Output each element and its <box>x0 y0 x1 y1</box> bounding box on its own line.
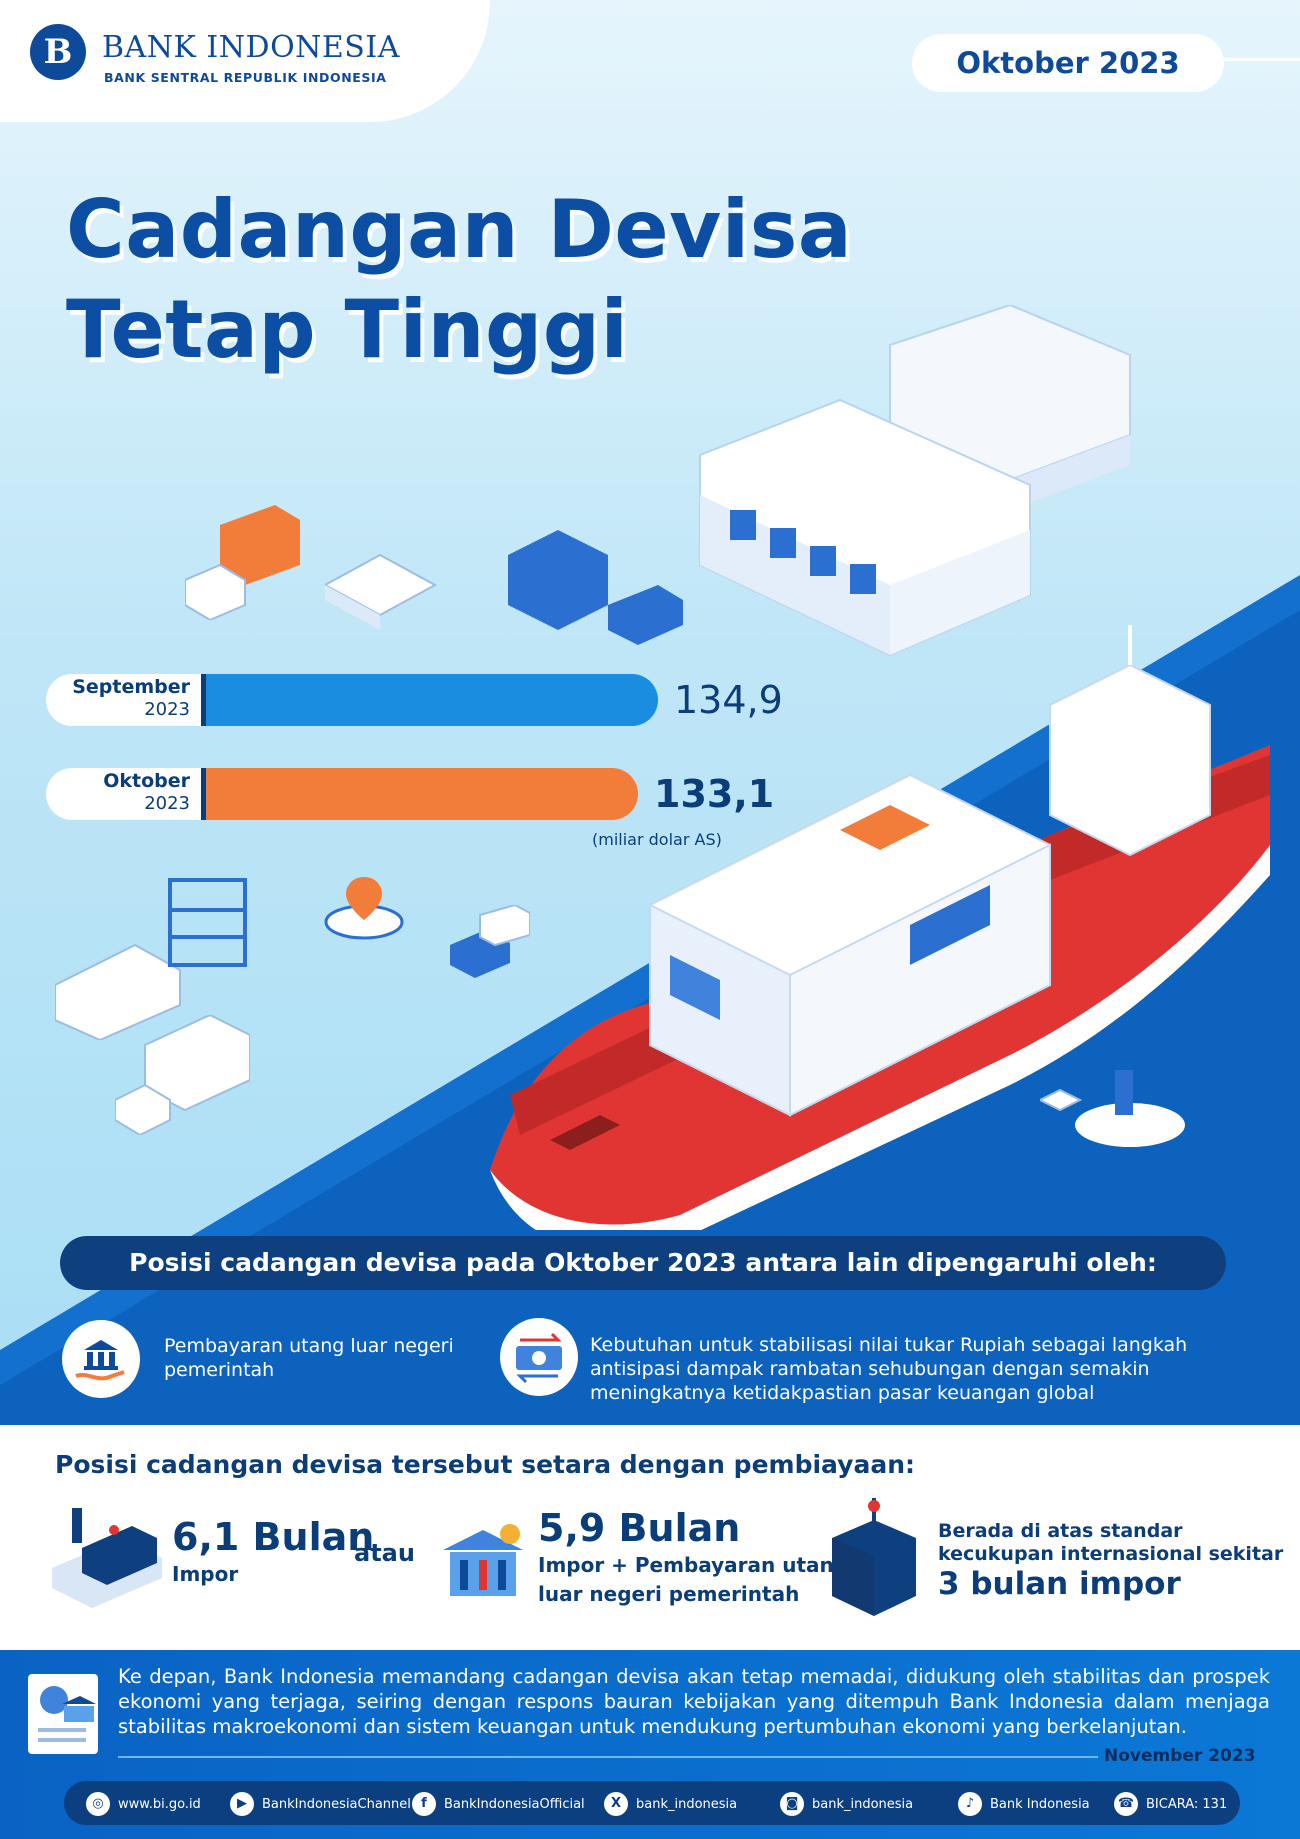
chart-unit-label: (miliar dolar AS) <box>592 830 722 849</box>
factors-heading: Posisi cadangan devisa pada Oktober 2023… <box>60 1236 1226 1290</box>
forklift-icon <box>450 905 530 978</box>
social-link-bicara[interactable]: ☎ BICARA: 131 <box>1114 1792 1227 1816</box>
financing-label-import: Impor <box>172 1562 239 1586</box>
shelf-icon <box>168 878 247 967</box>
social-link-website[interactable]: ◎ www.bi.go.id <box>86 1792 201 1816</box>
bar-year-label: 2023 <box>144 793 190 814</box>
social-links-bar <box>64 1781 1240 1825</box>
youtube-icon: ▶ <box>230 1792 254 1816</box>
bar-month-label: Oktober <box>103 770 190 792</box>
factor-text: Kebutuhan untuk stabilisasi nilai tukar … <box>590 1334 1188 1404</box>
social-label: BankIndonesiaChannel <box>262 1796 411 1812</box>
location-pin-icon <box>324 877 404 940</box>
bank-hand-icon <box>62 1320 140 1398</box>
tiktok-icon: ♪ <box>958 1792 982 1816</box>
social-link-tiktok[interactable]: ♪ Bank Indonesia <box>958 1792 1090 1816</box>
cargo-ship-illustration <box>490 625 1270 1230</box>
instagram-icon: ◙ <box>780 1792 804 1816</box>
financing-standard-line-2: kecukupan internasional sekitar <box>938 1543 1284 1565</box>
bar-oktober-2023 <box>206 768 638 820</box>
bank-building-icon <box>443 1524 523 1596</box>
social-link-youtube[interactable]: ▶ BankIndonesiaChannel <box>230 1792 411 1816</box>
bar-value-label: 134,9 <box>674 678 783 722</box>
bar-year-label: 2023 <box>144 699 190 720</box>
financing-heading: Posisi cadangan devisa tersebut setara d… <box>55 1450 915 1479</box>
facebook-icon: f <box>412 1792 436 1816</box>
social-label: bank_indonesia <box>812 1796 914 1812</box>
bank-name: BANK INDONESIA <box>102 30 400 65</box>
social-label: BICARA: 131 <box>1146 1796 1228 1812</box>
box-truck-icon <box>115 1015 250 1135</box>
financing-standard-emphasis: 3 bulan impor <box>938 1566 1181 1602</box>
page-title: Cadangan Devisa Tetap Tinggi <box>66 180 852 380</box>
currency-exchange-icon <box>500 1318 578 1396</box>
bar-cap <box>201 768 206 820</box>
publication-date: November 2023 <box>1104 1746 1256 1766</box>
bar-september-2023 <box>206 674 658 726</box>
period-badge: Oktober 2023 <box>912 34 1224 92</box>
document-bank-icon <box>28 1674 98 1754</box>
container-crane-icon <box>832 1498 916 1616</box>
period-divider <box>1224 58 1300 61</box>
social-label: www.bi.go.id <box>118 1796 201 1812</box>
financing-value-import-debt: 5,9 Bulan <box>538 1506 741 1550</box>
social-link-facebook[interactable]: f BankIndonesiaOfficial <box>412 1792 585 1816</box>
bank-logo-icon: B <box>30 24 86 80</box>
financing-connector: atau <box>354 1539 415 1567</box>
bar-month-label: September <box>72 676 190 698</box>
social-link-instagram[interactable]: ◙ bank_indonesia <box>780 1792 913 1816</box>
warehouse-illustration <box>699 305 1131 657</box>
container-van-icon <box>508 530 683 645</box>
social-label: BankIndonesiaOfficial <box>444 1796 585 1812</box>
financing-standard-line-1: Berada di atas standar <box>938 1520 1183 1542</box>
robot-arm-platform-icon <box>1040 1070 1185 1147</box>
van-icon <box>55 943 181 1040</box>
footer-divider <box>118 1756 1098 1758</box>
social-label: bank_indonesia <box>636 1796 738 1812</box>
bar-value-label: 133,1 <box>654 772 775 816</box>
financing-label-line-1: Impor + Pembayaran utang <box>538 1553 849 1577</box>
outlook-paragraph: Ke depan, Bank Indonesia memandang cadan… <box>118 1665 1270 1738</box>
title-line-2: Tetap Tinggi <box>66 283 629 376</box>
bicara-icon: ☎ <box>1114 1792 1138 1816</box>
social-label: Bank Indonesia <box>990 1796 1090 1812</box>
bar-cap <box>201 674 206 726</box>
x-icon: X <box>604 1792 628 1816</box>
truck-orange-icon <box>185 505 300 620</box>
factor-text: Pembayaran utang luar negeri pemerintah <box>164 1335 454 1381</box>
globe-icon: ◎ <box>86 1792 110 1816</box>
financing-section-background <box>0 1425 1300 1650</box>
financing-value-import: 6,1 Bulan <box>172 1515 375 1559</box>
boxes-pallet-icon <box>325 553 438 630</box>
bank-subtitle: BANK SENTRAL REPUBLIK INDONESIA <box>104 70 387 85</box>
financing-label-line-2: luar negeri pemerintah <box>538 1582 800 1606</box>
title-line-1: Cadangan Devisa <box>66 183 853 276</box>
cargo-ship-icon <box>52 1508 162 1608</box>
